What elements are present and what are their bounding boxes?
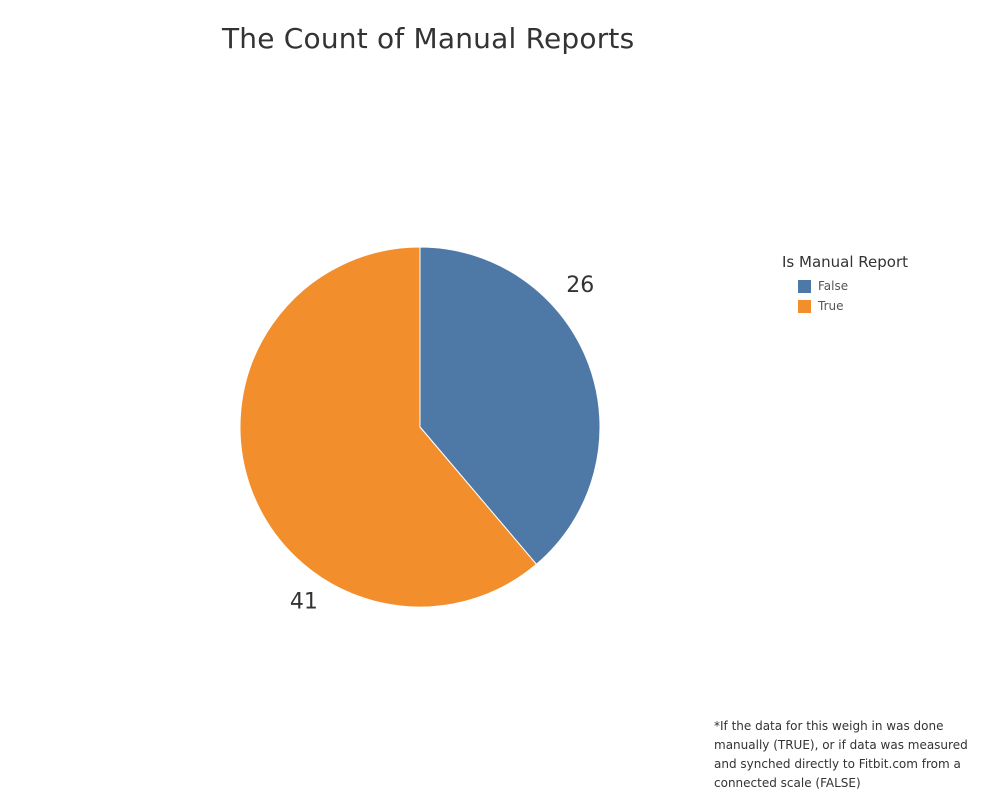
pie-data-labels: 26 41 bbox=[290, 273, 594, 614]
chart-title: The Count of Manual Reports bbox=[222, 22, 635, 55]
legend-label-false: False bbox=[818, 279, 849, 293]
footnote: *If the data for this weigh in was done … bbox=[714, 719, 968, 790]
legend-swatch-false bbox=[798, 279, 811, 293]
legend-label-true: True bbox=[818, 299, 844, 313]
data-label-false: 26 bbox=[566, 273, 594, 298]
pie-slice-true[interactable] bbox=[239, 246, 538, 608]
legend-item-false[interactable]: False bbox=[798, 276, 908, 296]
legend-swatch-true bbox=[798, 299, 811, 313]
pie-slice-false[interactable] bbox=[419, 246, 601, 565]
data-label-true: 41 bbox=[290, 589, 318, 614]
legend: Is Manual Report False True bbox=[782, 253, 908, 316]
pie-slices bbox=[239, 246, 601, 608]
legend-title: Is Manual Report bbox=[782, 253, 909, 271]
legend-item-true[interactable]: True bbox=[798, 296, 908, 316]
